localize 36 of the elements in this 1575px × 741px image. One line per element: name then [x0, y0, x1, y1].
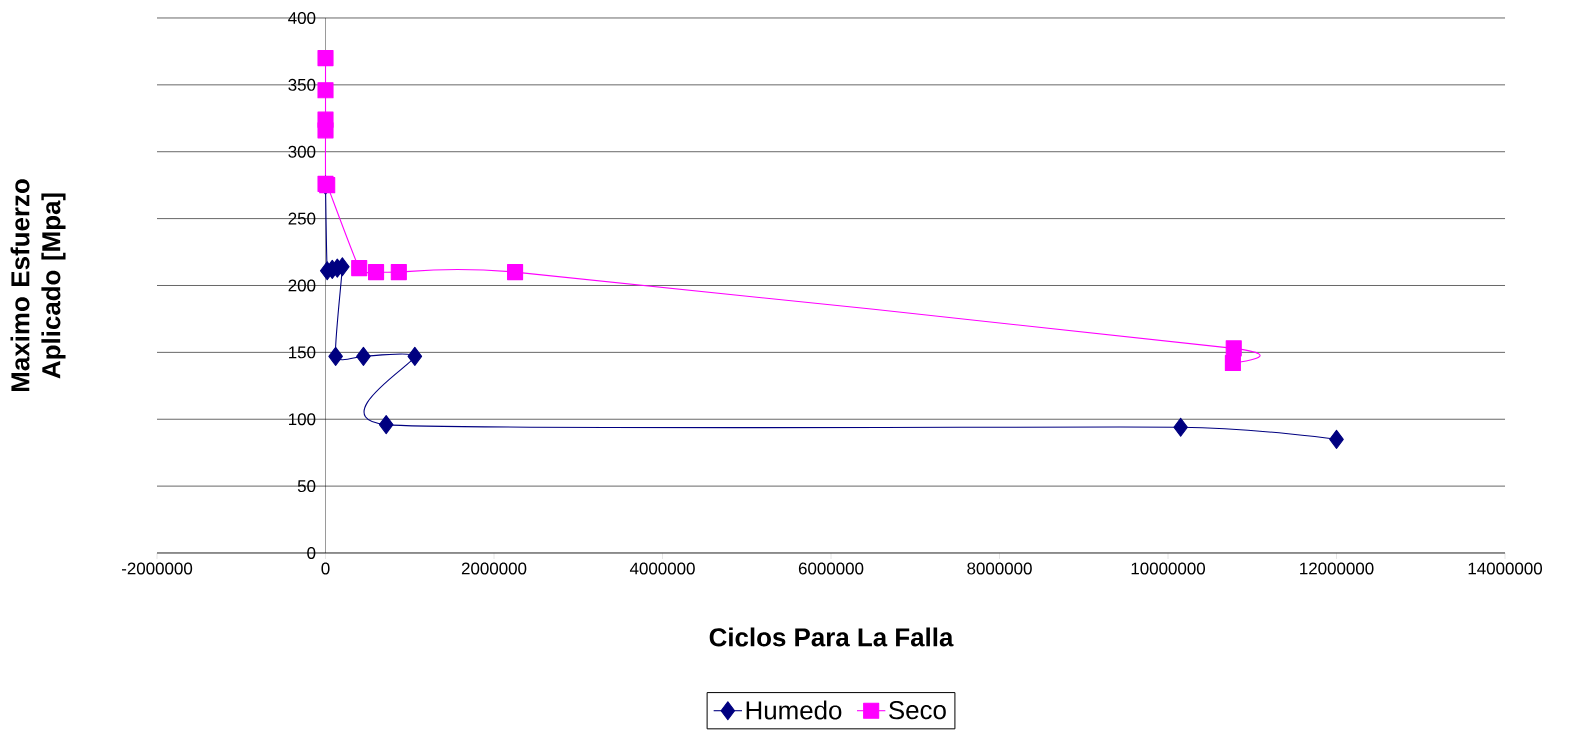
x-tick-label: 14000000 [1468, 562, 1543, 575]
x-tick-label: -2000000 [121, 562, 193, 575]
legend-label: Humedo [746, 700, 842, 720]
y-tick-label: 300 [288, 145, 316, 158]
x-tick-label: 10000000 [1131, 562, 1206, 575]
point [317, 50, 334, 67]
point [351, 260, 368, 277]
y-tick-label: 0 [307, 546, 316, 559]
x-tick-label: 8000000 [967, 562, 1032, 575]
y-axis-title: Maximo Esfuerzo Aplicado [Mpa] [10, 179, 66, 391]
x-tick-label: 12000000 [1300, 562, 1374, 575]
x-tick-label: 0 [321, 562, 330, 575]
point [378, 415, 394, 435]
point [328, 346, 343, 366]
x-tick-label: 2000000 [461, 562, 527, 575]
y-tick-label: 100 [289, 413, 316, 426]
point [507, 264, 524, 281]
point [390, 264, 407, 281]
x-tick-label: 4000000 [629, 562, 695, 575]
y-tick-label: 250 [288, 212, 316, 225]
point [317, 82, 334, 99]
point [1173, 417, 1188, 437]
point [1224, 355, 1241, 372]
point [317, 122, 334, 139]
y-tick-label: 400 [288, 11, 316, 24]
x-tick-label: 6000000 [798, 562, 864, 575]
legend-label: Seco [889, 700, 946, 720]
y-tick-label: 350 [288, 78, 316, 91]
point [1225, 340, 1242, 357]
point [1329, 429, 1344, 449]
point [356, 346, 371, 366]
y-tick-label: 150 [289, 346, 316, 359]
x-axis-title: Ciclos Para La Falla [709, 627, 954, 647]
point [407, 346, 423, 366]
y-tick-label: 50 [297, 480, 316, 493]
point [368, 264, 385, 281]
